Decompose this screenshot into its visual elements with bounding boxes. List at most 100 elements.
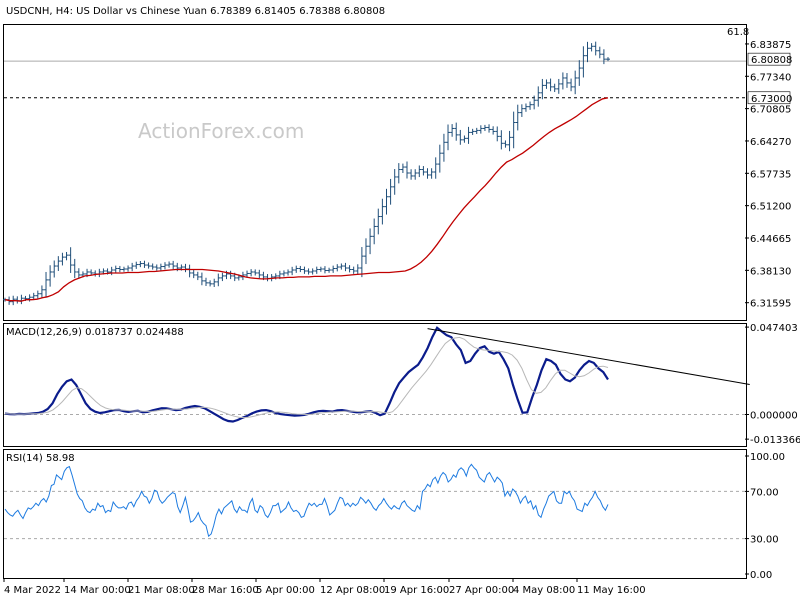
rsi-tick-label: 30.00 <box>750 535 779 546</box>
price-bar <box>146 262 151 269</box>
price-bar <box>556 78 561 94</box>
price-tick-label: 6.57735 <box>750 169 791 180</box>
price-bar <box>417 165 422 178</box>
macd-tick-label: 0.047403 <box>750 323 798 334</box>
price-bar <box>593 41 598 56</box>
price-bar <box>298 265 303 273</box>
price-bar <box>388 178 393 205</box>
rsi-pane[interactable] <box>3 449 747 579</box>
watermark: ActionForex.com <box>138 119 304 143</box>
price-bar <box>421 166 426 176</box>
rsi-tick-label: 70.00 <box>750 487 779 498</box>
macd-tick-label: -0.013366 <box>750 435 800 446</box>
price-tick-label: 6.31595 <box>750 299 791 310</box>
price-bar <box>216 273 221 287</box>
time-tick-label: 28 Mar 16:00 <box>192 585 259 596</box>
price-tick-label: 6.64270 <box>750 137 791 148</box>
price-bar <box>52 260 57 278</box>
price-bar <box>437 144 442 173</box>
price-bar <box>429 168 434 179</box>
price-bar <box>569 78 574 92</box>
price-bar <box>425 168 430 179</box>
rsi-layer: 100.00 70.00 30.00 0.00 <box>4 452 785 581</box>
price-bar <box>27 294 32 302</box>
price-bar <box>310 268 315 275</box>
price-bar <box>548 78 553 92</box>
moving-average-layer <box>4 97 609 302</box>
price-bar <box>462 135 467 143</box>
macd-header: MACD(12,26,9) 0.018737 0.024488 <box>6 327 184 338</box>
time-tick-label: 27 Apr 00:00 <box>449 585 514 596</box>
price-bar <box>68 247 73 273</box>
price-bar <box>64 251 69 261</box>
price-bar <box>208 280 213 287</box>
support-price-label: 6.73000 <box>751 94 792 105</box>
price-bar <box>154 264 159 271</box>
price-bar <box>335 264 340 272</box>
price-bar <box>126 265 131 272</box>
price-bar <box>487 124 492 133</box>
current-price-label-box <box>747 52 791 66</box>
price-bar <box>499 130 504 150</box>
price-bar <box>560 72 565 90</box>
price-bar <box>294 265 299 273</box>
macd-pane[interactable] <box>3 323 747 447</box>
time-tick-label: 12 Apr 08:00 <box>320 585 385 596</box>
time-tick-label: 14 Mar 00:00 <box>64 585 131 596</box>
price-bar <box>564 73 569 88</box>
price-bar <box>281 270 286 277</box>
price-bar <box>478 125 483 134</box>
price-bar <box>76 268 81 279</box>
macd-layer: 0.047403 0.000000 -0.013366 <box>4 323 800 446</box>
price-pane[interactable] <box>3 24 747 321</box>
price-bar <box>380 198 385 225</box>
price-bar <box>322 266 327 274</box>
price-tick-label: 6.77340 <box>750 72 791 83</box>
price-bar <box>343 262 348 272</box>
price-tick-label: 6.51200 <box>750 202 791 213</box>
price-bar <box>474 127 479 134</box>
price-bar <box>257 269 262 279</box>
price-bar <box>523 103 528 112</box>
price-bar <box>314 266 319 274</box>
price-bar <box>162 262 167 270</box>
price-bar <box>536 86 541 107</box>
price-bar <box>372 218 377 245</box>
price-bar <box>318 266 323 272</box>
price-bar <box>585 41 590 63</box>
price-bar <box>212 278 217 288</box>
price-bar <box>117 265 122 273</box>
price-bar <box>134 261 139 269</box>
price-bar <box>540 78 545 100</box>
time-tick-label: 4 Mar 2022 <box>4 585 61 596</box>
price-bar <box>573 70 578 95</box>
price-bar <box>528 101 533 110</box>
price-bar <box>458 129 463 145</box>
price-tick-label: 6.83875 <box>750 40 791 51</box>
price-bar <box>384 188 389 215</box>
price-bar <box>142 260 147 268</box>
price-bar <box>290 266 295 276</box>
price-bar <box>470 128 475 135</box>
current-price-label: 6.80808 <box>751 55 792 66</box>
price-bar <box>519 104 524 117</box>
price-bar <box>199 272 204 286</box>
price-bar <box>413 169 418 180</box>
support-price-label-box <box>747 91 791 105</box>
price-bar <box>228 270 233 280</box>
price-bar <box>515 104 520 131</box>
price-bar <box>355 264 360 275</box>
price-bar <box>409 169 414 180</box>
rsi-tick-label: 0.00 <box>750 570 772 581</box>
price-bar <box>191 269 196 279</box>
price-bar <box>368 228 373 255</box>
price-bar <box>48 265 53 287</box>
price-bar <box>601 49 606 65</box>
price-bar <box>39 285 44 299</box>
price-bar <box>454 122 459 141</box>
price-bar <box>327 267 332 273</box>
price-bar <box>482 124 487 132</box>
time-tick-label: 21 Mar 08:00 <box>128 585 195 596</box>
price-bar <box>204 277 208 287</box>
price-bar <box>347 265 352 273</box>
